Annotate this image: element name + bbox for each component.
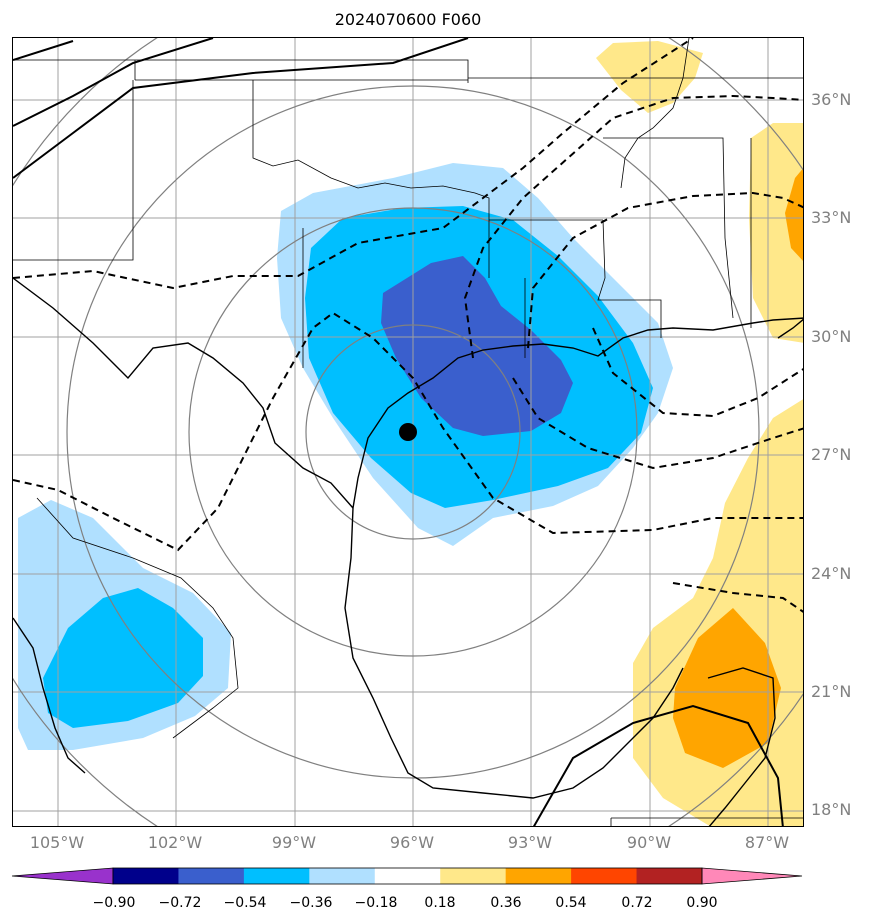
colorbar-tick-1: −0.90 bbox=[92, 895, 136, 911]
mexico-coast bbox=[344, 507, 684, 799]
graticule bbox=[13, 38, 803, 826]
colorbar bbox=[11, 867, 803, 885]
colorbar-tick-10: 0.90 bbox=[686, 895, 718, 911]
lat-label-24n: 24°N bbox=[811, 564, 852, 583]
lon-label-93w: 93°W bbox=[507, 833, 553, 852]
negative-anomaly-shading bbox=[18, 163, 673, 750]
florida-coast bbox=[777, 318, 803, 339]
lon-label-96w: 96°W bbox=[389, 833, 435, 852]
range-ring-3 bbox=[66, 85, 760, 779]
colorbar-segments bbox=[11, 867, 803, 885]
colorbar-segment-7 bbox=[505, 868, 572, 884]
yucatan-coast bbox=[707, 667, 776, 826]
colorbar-segment-3 bbox=[243, 868, 310, 884]
lat-label-18n: 18°N bbox=[811, 800, 852, 819]
range-rings bbox=[13, 38, 803, 826]
colorbar-segment-2 bbox=[178, 868, 245, 884]
state-borders bbox=[13, 38, 803, 826]
lon-label-99w: 99°W bbox=[271, 833, 317, 852]
pacific-coast-mexico bbox=[13, 617, 86, 774]
colorbar-tick-3: −0.54 bbox=[223, 895, 267, 911]
lat-label-33n: 33°N bbox=[811, 208, 852, 227]
map-panel[interactable] bbox=[12, 37, 804, 827]
colorbar-segment-1 bbox=[113, 868, 179, 884]
lat-label-36n: 36°N bbox=[811, 90, 852, 109]
colorbar-segment-9 bbox=[636, 868, 703, 884]
us-mexico-border bbox=[13, 277, 354, 509]
lon-label-105w: 105°W bbox=[29, 833, 85, 852]
colorbar-extend-low bbox=[11, 867, 114, 885]
lon-label-90w: 90°W bbox=[626, 833, 672, 852]
dashed-contours bbox=[13, 38, 803, 613]
positive-core-southeast bbox=[673, 608, 781, 768]
negative-region-southwest-mid bbox=[43, 588, 203, 728]
range-ring-2 bbox=[188, 207, 638, 657]
colorbar-segment-5 bbox=[374, 868, 441, 884]
colorbar-tick-5: −0.18 bbox=[354, 895, 398, 911]
storm-center-marker[interactable] bbox=[399, 423, 417, 441]
positive-core-east bbox=[785, 168, 803, 261]
lat-label-21n: 21°N bbox=[811, 682, 852, 701]
range-ring-1 bbox=[305, 324, 521, 540]
colorbar-segment-6 bbox=[440, 868, 507, 884]
coastlines bbox=[13, 277, 803, 826]
colorbar-tick-8: 0.54 bbox=[555, 895, 587, 911]
map-canvas bbox=[13, 38, 803, 826]
colorbar-tick-9: 0.72 bbox=[621, 895, 653, 911]
lat-label-30n: 30°N bbox=[811, 327, 852, 346]
colorbar-extend-high bbox=[701, 867, 803, 885]
colorbar-tick-7: 0.36 bbox=[490, 895, 522, 911]
lon-label-87w: 87°W bbox=[744, 833, 790, 852]
positive-region-east bbox=[749, 123, 803, 343]
colorbar-segment-4 bbox=[309, 868, 376, 884]
lat-label-27n: 27°N bbox=[811, 445, 852, 464]
gulf-coast bbox=[352, 317, 803, 509]
lon-label-102w: 102°W bbox=[147, 833, 203, 852]
positive-anomaly-shading bbox=[596, 41, 803, 826]
colorbar-tick-2: −0.72 bbox=[158, 895, 202, 911]
colorbar-outline bbox=[112, 867, 703, 885]
colorbar-tick-4: −0.36 bbox=[289, 895, 333, 911]
colorbar-segment-8 bbox=[571, 868, 638, 884]
figure-title: 2024070600 F060 bbox=[334, 10, 482, 29]
colorbar-tick-6: 0.18 bbox=[424, 895, 456, 911]
solid-contours bbox=[13, 38, 784, 826]
